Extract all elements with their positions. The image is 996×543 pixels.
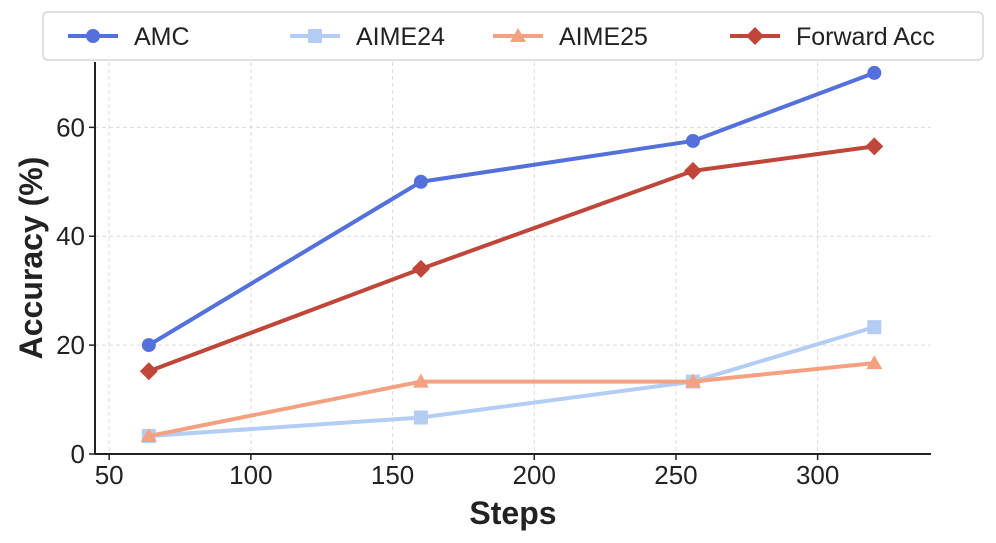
x-axis-title: Steps xyxy=(469,495,556,531)
y-tick-label: 0 xyxy=(71,439,85,469)
y-tick-label: 40 xyxy=(56,221,85,251)
legend-marker xyxy=(86,29,100,43)
data-point-aime25 xyxy=(140,428,157,443)
legend-label: Forward Acc xyxy=(796,23,935,51)
data-point-forward-acc xyxy=(865,137,884,156)
legend-item-aime25: AIME25 xyxy=(493,23,648,51)
legend-item-forward-acc: Forward Acc xyxy=(730,23,935,51)
y-tick-label: 60 xyxy=(56,112,85,142)
data-point-amc xyxy=(413,174,428,189)
x-tick-label: 300 xyxy=(796,460,839,490)
legend-marker xyxy=(746,27,764,45)
data-point-forward-acc xyxy=(683,161,702,180)
legend-item-aime24: AIME24 xyxy=(290,23,445,51)
series-forward-acc xyxy=(139,137,884,381)
axes xyxy=(94,62,931,455)
legend-label: AMC xyxy=(134,23,190,51)
legend-marker xyxy=(510,28,526,42)
data-point-amc xyxy=(867,65,882,80)
data-point-aime24 xyxy=(867,320,882,335)
series-amc xyxy=(141,65,882,353)
legend-label: AIME25 xyxy=(559,23,648,51)
series-line-amc xyxy=(146,70,877,348)
grid-lines xyxy=(95,62,931,455)
y-ticks: 0 20 40 60 xyxy=(56,112,95,469)
x-tick-label: 150 xyxy=(371,460,414,490)
legend-marker xyxy=(308,29,322,43)
x-tick-label: 100 xyxy=(229,460,272,490)
x-ticks: 50 100 150 200 250 300 xyxy=(95,454,839,490)
data-point-aime25 xyxy=(684,373,701,388)
series-aime25 xyxy=(140,355,883,443)
data-point-aime24 xyxy=(413,410,428,425)
data-point-forward-acc xyxy=(411,259,430,278)
data-point-amc xyxy=(685,133,700,148)
legend: AMC AIME24 AIME25 Forward Acc xyxy=(42,11,984,61)
y-axis-title: Accuracy (%) xyxy=(13,157,49,360)
data-point-amc xyxy=(141,338,156,353)
y-tick-label: 20 xyxy=(56,330,85,360)
series-line-aime25 xyxy=(146,361,877,439)
x-tick-label: 200 xyxy=(513,460,556,490)
legend-item-amc: AMC xyxy=(68,23,190,51)
data-point-forward-acc xyxy=(139,362,158,381)
data-point-aime25 xyxy=(412,373,429,388)
x-tick-label: 250 xyxy=(654,460,697,490)
x-tick-label: 50 xyxy=(95,460,124,490)
series-layer xyxy=(139,65,884,444)
legend-label: AIME24 xyxy=(356,23,445,51)
data-point-aime25 xyxy=(866,355,883,370)
series-line-aime24 xyxy=(146,325,877,439)
series-line-forward-acc xyxy=(146,144,877,374)
